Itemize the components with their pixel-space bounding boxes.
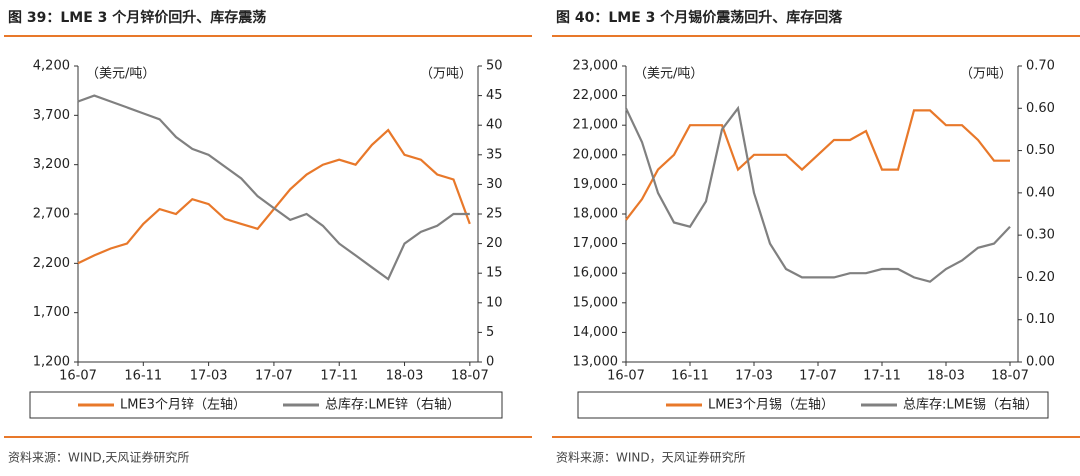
- y-tick-label: 4,200: [33, 59, 70, 74]
- y-tick-label: 18,000: [573, 207, 619, 222]
- x-tick-label: 17-07: [799, 369, 837, 384]
- y2-tick-label: 30: [486, 177, 503, 192]
- y-tick-label: 21,000: [573, 118, 619, 133]
- y2-tick-label: 0.00: [1026, 355, 1055, 370]
- y2-tick-label: 0.70: [1026, 59, 1055, 74]
- x-tick-label: 17-07: [255, 369, 293, 384]
- y2-tick-label: 10: [486, 295, 503, 310]
- y2-tick-label: 0.40: [1026, 185, 1055, 200]
- x-tick-label: 18-03: [386, 369, 424, 384]
- x-tick-label: 17-11: [320, 369, 358, 384]
- legend-label: LME3个月锡（左轴）: [708, 398, 834, 413]
- y2-tick-label: 0.10: [1026, 312, 1055, 327]
- x-tick-label: 18-07: [451, 369, 489, 384]
- y2-tick-label: 15: [486, 266, 503, 281]
- legend-label: LME3个月锌（左轴）: [120, 398, 246, 413]
- x-tick-label: 16-11: [671, 369, 709, 384]
- y-tick-label: 1,700: [33, 305, 70, 320]
- y-axis-label: （美元/吨）: [86, 67, 155, 82]
- y-tick-label: 22,000: [573, 88, 619, 103]
- chart-title: 图 39：LME 3 个月锌价回升、库存震荡: [8, 9, 266, 26]
- x-tick-label: 16-07: [607, 369, 645, 384]
- y-axis-label: （美元/吨）: [634, 67, 703, 82]
- x-tick-label: 18-07: [991, 369, 1029, 384]
- y2-tick-label: 0.30: [1026, 228, 1055, 243]
- legend-label: 总库存:LME锌（右轴）: [325, 397, 460, 413]
- x-tick-label: 17-03: [735, 369, 773, 384]
- y2-tick-label: 0.60: [1026, 101, 1055, 116]
- series-line: [625, 105, 1011, 283]
- y-tick-label: 2,700: [33, 207, 70, 222]
- y-tick-label: 2,200: [33, 256, 70, 271]
- y2-tick-label: 25: [486, 207, 503, 222]
- legend-box: [577, 391, 1049, 419]
- source-note: 资料来源：WIND,天风证券研究所: [8, 450, 189, 465]
- series-line: [77, 94, 470, 281]
- y-tick-label: 23,000: [573, 59, 619, 74]
- y-tick-label: 17,000: [573, 236, 619, 251]
- chart-title: 图 40：LME 3 个月锡价震荡回升、库存回落: [556, 9, 843, 26]
- y-tick-label: 1,200: [33, 355, 70, 370]
- x-tick-label: 18-03: [927, 369, 965, 384]
- y2-tick-label: 0.50: [1026, 143, 1055, 158]
- source-note: 资料来源：WIND，天风证券研究所: [556, 450, 746, 465]
- y-tick-label: 15,000: [573, 295, 619, 310]
- y-tick-label: 3,200: [33, 157, 70, 172]
- y2-tick-label: 0.20: [1026, 270, 1055, 285]
- series-line: [625, 109, 1010, 221]
- y-tick-label: 19,000: [573, 177, 619, 192]
- y-tick-label: 13,000: [573, 355, 619, 370]
- y2-tick-label: 40: [486, 118, 503, 133]
- series-line: [77, 128, 471, 265]
- x-tick-label: 17-11: [863, 369, 901, 384]
- x-tick-label: 16-07: [59, 369, 97, 384]
- x-tick-label: 16-11: [124, 369, 162, 384]
- y2-tick-label: 0: [486, 355, 494, 370]
- y2-tick-label: 45: [486, 88, 503, 103]
- y-tick-label: 14,000: [573, 325, 619, 340]
- legend-box: [29, 391, 503, 419]
- y2-axis-label: （万吨）: [960, 67, 1012, 82]
- legend-label: 总库存:LME锡（右轴）: [903, 397, 1038, 413]
- y2-tick-label: 5: [486, 325, 494, 340]
- y2-tick-label: 50: [486, 59, 503, 74]
- y-tick-label: 16,000: [573, 266, 619, 281]
- x-tick-label: 17-03: [190, 369, 228, 384]
- y2-tick-label: 20: [486, 236, 503, 251]
- y-tick-label: 3,700: [33, 108, 70, 123]
- y2-axis-label: （万吨）: [420, 67, 472, 82]
- y-tick-label: 20,000: [573, 147, 619, 162]
- y2-tick-label: 35: [486, 147, 503, 162]
